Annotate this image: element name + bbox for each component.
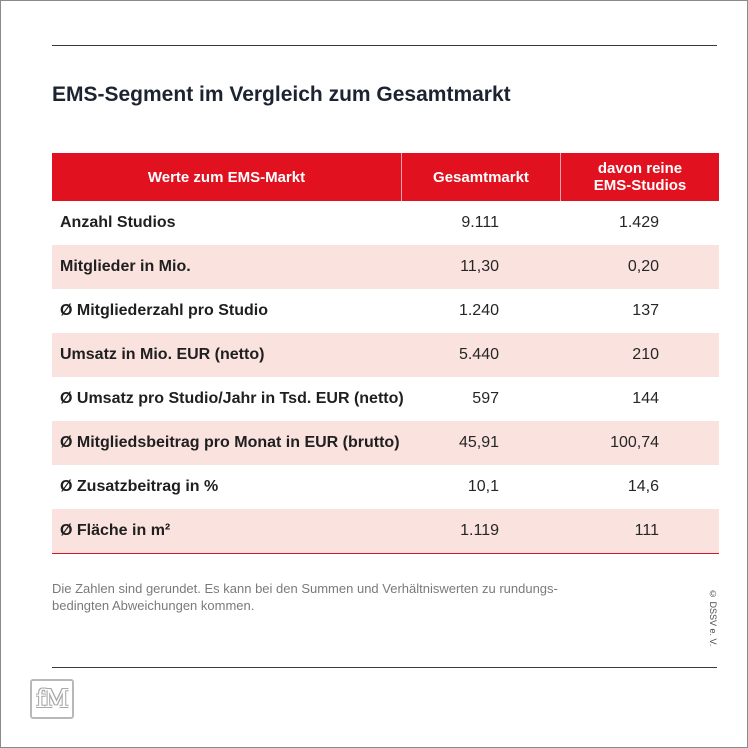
- chart-title: EMS-Segment im Vergleich zum Gesamtmarkt: [52, 83, 511, 106]
- cell-ems-studios: 1.429: [618, 214, 659, 231]
- footnote: Die Zahlen sind gerundet. Es kann bei de…: [52, 581, 558, 613]
- header-cell-ems-studios: davon reine EMS-Studios: [560, 153, 719, 201]
- logo-text: fM: [36, 685, 68, 713]
- row-label: Ø Fläche in m²: [60, 522, 171, 539]
- table-header: Werte zum EMS-Markt Gesamtmarkt davon re…: [52, 153, 719, 201]
- cell-ems-studios: 137: [632, 302, 659, 319]
- cell-gesamtmarkt: 11,30: [460, 258, 499, 275]
- cell-gesamtmarkt: 597: [472, 390, 499, 407]
- table-row: Mitglieder in Mio. 11,30 0,20: [52, 245, 719, 289]
- header-cell-ems-studios-label: davon reine EMS-Studios: [593, 160, 687, 194]
- table-row: Ø Mitgliederzahl pro Studio 1.240 137: [52, 289, 719, 333]
- top-divider: [52, 45, 717, 46]
- cell-gesamtmarkt: 5.440: [458, 346, 499, 363]
- cell-gesamtmarkt: 9.111: [461, 214, 499, 231]
- cell-ems-studios: 144: [632, 390, 659, 407]
- table-body: Anzahl Studios 9.111 1.429 Mitglieder in Mi…: [52, 201, 719, 553]
- cell-gesamtmarkt: 45,91: [458, 434, 499, 451]
- row-label: Ø Zusatzbeitrag in %: [60, 478, 219, 495]
- header-cell-metric: Werte zum EMS-Markt: [147, 168, 306, 186]
- table-row: Umsatz in Mio. EUR (netto) 5.440 210: [52, 333, 719, 377]
- row-label: Ø Umsatz pro Studio/Jahr in Tsd. EUR (ne…: [60, 390, 404, 407]
- cell-gesamtmarkt: 1.240: [458, 302, 499, 319]
- data-table: Werte zum EMS-Markt Gesamtmarkt davon re…: [52, 153, 719, 554]
- row-label: Ø Mitgliederzahl pro Studio: [60, 302, 268, 319]
- table-row: Ø Fläche in m² 1.119 111: [52, 509, 719, 553]
- cell-ems-studios: 100,74: [610, 434, 659, 451]
- fitness-management-logo: fM: [30, 679, 74, 719]
- bottom-divider: [52, 667, 717, 668]
- row-label: Umsatz in Mio. EUR (netto): [60, 346, 265, 363]
- table-row: Ø Zusatzbeitrag in % 10,1 14,6: [52, 465, 719, 509]
- copyright-notice: © DSSV e. V.: [708, 589, 718, 647]
- cell-gesamtmarkt: 1.119: [460, 522, 499, 539]
- row-label: Mitglieder in Mio.: [60, 258, 191, 275]
- cell-gesamtmarkt: 10,1: [467, 478, 499, 495]
- table-row: Ø Mitgliedsbeitrag pro Monat in EUR (bru…: [52, 421, 719, 465]
- table-row: Anzahl Studios 9.111 1.429: [52, 201, 719, 245]
- row-label: Anzahl Studios: [60, 214, 176, 231]
- cell-ems-studios: 14,6: [627, 478, 659, 495]
- cell-ems-studios: 111: [634, 522, 659, 539]
- header-cell-gesamtmarkt: Gesamtmarkt: [401, 153, 560, 201]
- cell-ems-studios: 0,20: [627, 258, 659, 275]
- cell-ems-studios: 210: [632, 346, 659, 363]
- row-label: Ø Mitgliedsbeitrag pro Monat in EUR (bru…: [60, 434, 400, 451]
- table-row: Ø Umsatz pro Studio/Jahr in Tsd. EUR (ne…: [52, 377, 719, 421]
